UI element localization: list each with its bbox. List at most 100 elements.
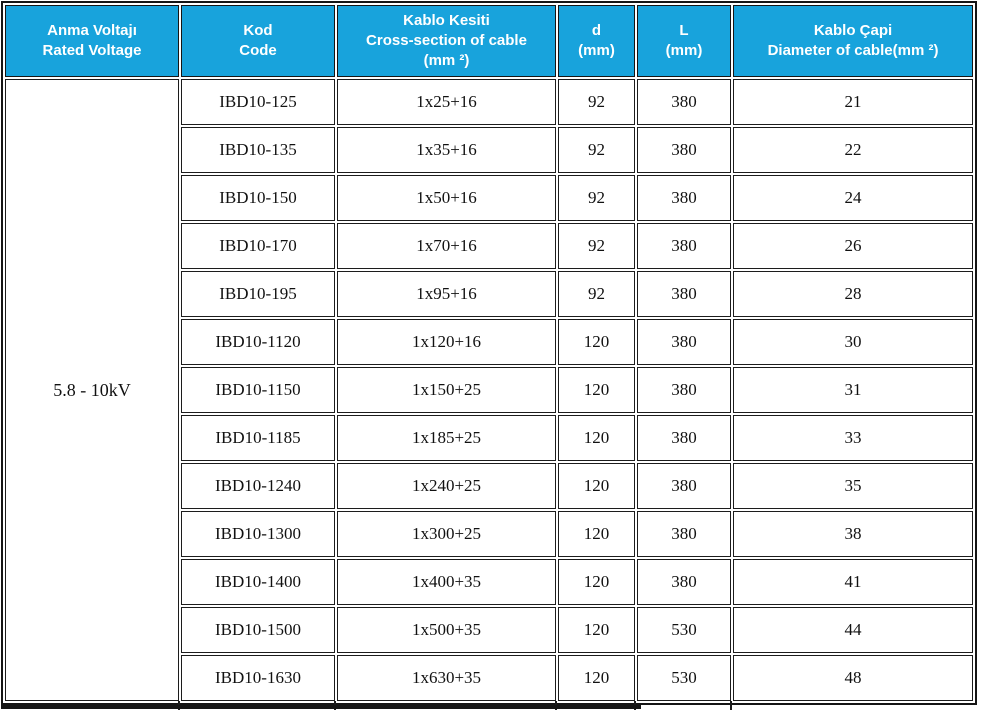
code-cell: IBD10-1185 xyxy=(181,415,335,461)
d-cell: 120 xyxy=(558,319,635,365)
l-cell: 530 xyxy=(637,655,731,701)
diameter-cell: 41 xyxy=(733,559,973,605)
header-row: Anma Voltajı Rated Voltage Kod Code Kabl… xyxy=(5,5,973,77)
table-row: IBD10-170 1x70+16 92 380 26 xyxy=(5,223,973,269)
cross-section-cell: 1x150+25 xyxy=(337,367,556,413)
d-cell: 92 xyxy=(558,223,635,269)
table-row: IBD10-1240 1x240+25 120 380 35 xyxy=(5,463,973,509)
d-cell: 120 xyxy=(558,607,635,653)
l-cell: 530 xyxy=(637,607,731,653)
rated-voltage-cell: 5.8 - 10kV xyxy=(5,79,179,701)
cross-section-cell: 1x240+25 xyxy=(337,463,556,509)
diameter-cell: 24 xyxy=(733,175,973,221)
d-cell: 92 xyxy=(558,79,635,125)
code-cell: IBD10-1400 xyxy=(181,559,335,605)
diameter-cell: 28 xyxy=(733,271,973,317)
cross-section-cell: 1x300+25 xyxy=(337,511,556,557)
table-row: IBD10-1150 1x150+25 120 380 31 xyxy=(5,367,973,413)
diameter-cell: 48 xyxy=(733,655,973,701)
cross-section-cell: 1x50+16 xyxy=(337,175,556,221)
diameter-cell: 44 xyxy=(733,607,973,653)
l-cell: 380 xyxy=(637,127,731,173)
cross-section-cell: 1x25+16 xyxy=(337,79,556,125)
cross-section-cell: 1x400+35 xyxy=(337,559,556,605)
table-row: IBD10-135 1x35+16 92 380 22 xyxy=(5,127,973,173)
code-cell: IBD10-1300 xyxy=(181,511,335,557)
table-row: IBD10-150 1x50+16 92 380 24 xyxy=(5,175,973,221)
table-row: IBD10-1400 1x400+35 120 380 41 xyxy=(5,559,973,605)
cross-section-cell: 1x70+16 xyxy=(337,223,556,269)
code-cell: IBD10-1120 xyxy=(181,319,335,365)
diameter-cell: 26 xyxy=(733,223,973,269)
cross-section-cell: 1x630+35 xyxy=(337,655,556,701)
header-line: Kablo Çapi xyxy=(813,22,893,40)
l-cell: 380 xyxy=(637,559,731,605)
header-line: Code xyxy=(239,42,277,59)
d-cell: 120 xyxy=(558,559,635,605)
code-cell: IBD10-1150 xyxy=(181,367,335,413)
col-header-cross-section: Kablo Kesiti Cross-section of cable (mm … xyxy=(337,5,556,77)
d-cell: 120 xyxy=(558,655,635,701)
header-line: Kablo Kesiti xyxy=(403,12,490,30)
cross-section-cell: 1x95+16 xyxy=(337,271,556,317)
table-row: 5.8 - 10kV IBD10-125 1x25+16 92 380 21 xyxy=(5,79,973,701)
l-cell: 380 xyxy=(637,79,731,125)
code-cell: IBD10-195 xyxy=(181,271,335,317)
d-cell: 120 xyxy=(558,511,635,557)
diameter-cell: 22 xyxy=(733,127,973,173)
code-cell: IBD10-1240 xyxy=(181,463,335,509)
l-cell: 380 xyxy=(637,367,731,413)
col-header-code: Kod Code xyxy=(181,5,335,77)
header-line: Cross-section of cable xyxy=(366,32,527,50)
diameter-cell: 35 xyxy=(733,463,973,509)
d-cell: 120 xyxy=(558,415,635,461)
cross-section-cell: 1x500+35 xyxy=(337,607,556,653)
l-cell: 380 xyxy=(637,223,731,269)
column-divider-stub xyxy=(730,701,732,710)
table-bottom-border xyxy=(1,705,641,709)
table-row: IBD10-1120 1x120+16 120 380 30 xyxy=(5,319,973,365)
d-cell: 120 xyxy=(558,367,635,413)
l-cell: 380 xyxy=(637,319,731,365)
d-cell: 120 xyxy=(558,463,635,509)
diameter-cell: 38 xyxy=(733,511,973,557)
diameter-cell: 21 xyxy=(733,79,973,125)
col-header-d: d (mm) xyxy=(558,5,635,77)
l-cell: 380 xyxy=(637,415,731,461)
col-header-diameter: Kablo Çapi Diameter of cable(mm ²) xyxy=(733,5,973,77)
cross-section-cell: 1x120+16 xyxy=(337,319,556,365)
diameter-cell: 33 xyxy=(733,415,973,461)
table-row: IBD10-1185 1x185+25 120 380 33 xyxy=(5,415,973,461)
col-header-rated-voltage: Anma Voltajı Rated Voltage xyxy=(5,5,179,77)
l-cell: 380 xyxy=(637,271,731,317)
header-line: (mm ²) xyxy=(423,51,470,69)
d-cell: 92 xyxy=(558,271,635,317)
diameter-cell: 30 xyxy=(733,319,973,365)
d-cell: 92 xyxy=(558,175,635,221)
code-cell: IBD10-170 xyxy=(181,223,335,269)
table-row: IBD10-1300 1x300+25 120 380 38 xyxy=(5,511,973,557)
diameter-cell: 31 xyxy=(733,367,973,413)
header-line: Rated Voltage xyxy=(42,42,142,59)
code-cell: IBD10-135 xyxy=(181,127,335,173)
l-cell: 380 xyxy=(637,511,731,557)
code-cell: IBD10-150 xyxy=(181,175,335,221)
cross-section-cell: 1x35+16 xyxy=(337,127,556,173)
header-line: Kod xyxy=(243,22,273,40)
code-cell: IBD10-1630 xyxy=(181,655,335,701)
table-row: IBD10-1630 1x630+35 120 530 48 xyxy=(5,655,973,701)
code-cell: IBD10-1500 xyxy=(181,607,335,653)
d-cell: 92 xyxy=(558,127,635,173)
header-line: (mm) xyxy=(578,42,615,59)
header-line: (mm) xyxy=(665,42,703,59)
header-line: d xyxy=(591,22,602,40)
table-row: IBD10-195 1x95+16 92 380 28 xyxy=(5,271,973,317)
l-cell: 380 xyxy=(637,175,731,221)
cross-section-cell: 1x185+25 xyxy=(337,415,556,461)
header-line: Anma Voltajı xyxy=(47,22,137,40)
header-line: L xyxy=(679,22,689,40)
l-cell: 380 xyxy=(637,463,731,509)
header-line: Diameter of cable(mm ²) xyxy=(767,42,939,59)
